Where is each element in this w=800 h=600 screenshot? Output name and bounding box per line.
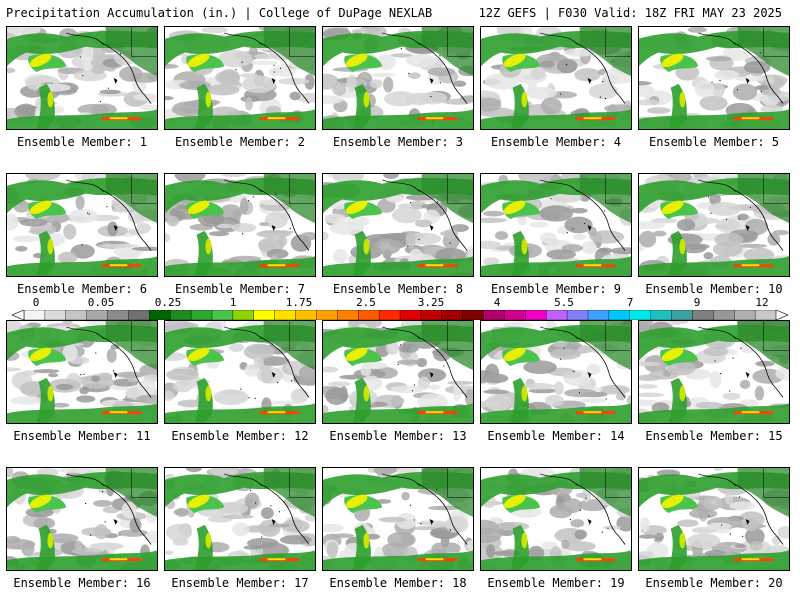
colorbar-swatch [441,310,464,320]
colorbar-swatch [211,310,234,320]
ensemble-member-label: Ensemble Member: 4 [490,135,622,149]
ensemble-member-map [6,467,158,571]
colorbar-swatch [65,310,88,320]
colorbar-swatch [754,310,777,320]
colorbar-swatch [378,310,401,320]
colorbar-swatch [128,310,150,320]
colorbar-swatch [253,310,276,320]
colorbar-tick-label: 2.5 [356,296,376,309]
colorbar-swatch [525,310,547,320]
colorbar-swatch [546,310,568,320]
ensemble-member-label: Ensemble Member: 5 [648,135,780,149]
ensemble-member-map [480,173,632,277]
colorbar-swatch [232,310,255,320]
colorbar-swatch [566,310,589,320]
ensemble-member-label: Ensemble Member: 9 [490,282,622,296]
colorbar-tick-label: 4 [493,296,501,309]
ensemble-member-label: Ensemble Member: 3 [332,135,464,149]
ensemble-member-label: Ensemble Member: 10 [645,282,783,296]
ensemble-member-map [480,320,632,424]
colorbar-swatch [337,310,359,320]
ensemble-member-label: Ensemble Member: 7 [174,282,306,296]
colorbar-swatch [23,310,46,320]
ensemble-member-map [638,173,790,277]
colorbar-swatch [107,310,129,320]
colorbar-tick-label: 3.25 [417,296,445,309]
ensemble-member-label: Ensemble Member: 6 [16,282,148,296]
colorbar-swatch [734,310,756,320]
ensemble-member-map [6,173,158,277]
ensemble-member-label: Ensemble Member: 14 [487,429,625,443]
ensemble-member-map [164,173,316,277]
colorbar-swatch [692,310,714,320]
colorbar-swatch [608,310,631,320]
colorbar-swatch [671,310,693,320]
colorbar-tick-label: 1 [229,296,237,309]
ensemble-member-label: Ensemble Member: 1 [16,135,148,149]
ensemble-member-map [480,467,632,571]
colorbar-swatch [190,310,213,320]
colorbar-swatch [713,310,735,320]
colorbar-tick-label: 7 [626,296,634,309]
ensemble-member-label: Ensemble Member: 19 [487,576,625,590]
ensemble-member-map [638,467,790,571]
colorbar-tick-label: 9 [693,296,701,309]
colorbar-swatch [274,310,297,320]
colorbar-swatch [504,310,526,320]
colorbar-swatch [295,310,317,320]
colorbar-tick-label: 1.75 [285,296,313,309]
colorbar-swatch [420,310,443,320]
ensemble-member-label: Ensemble Member: 8 [332,282,464,296]
colorbar-swatch [462,310,485,320]
ensemble-member-label: Ensemble Member: 11 [13,429,151,443]
colorbar-swatch [629,310,652,320]
colorbar-swatch [483,310,505,320]
colorbar-swatch [170,310,192,320]
ensemble-member-map [6,26,158,130]
colorbar-swatch [149,310,171,320]
ensemble-member-map [322,173,474,277]
ensemble-member-map [164,467,316,571]
colorbar-tick-label: 12 [755,296,769,309]
ensemble-member-map [638,320,790,424]
colorbar-tick-label: 0.05 [87,296,115,309]
ensemble-member-label: Ensemble Member: 16 [13,576,151,590]
ensemble-member-map [480,26,632,130]
ensemble-member-label: Ensemble Member: 20 [645,576,783,590]
ensemble-member-label: Ensemble Member: 18 [329,576,467,590]
ensemble-member-map [322,26,474,130]
ensemble-member-label: Ensemble Member: 13 [329,429,467,443]
map-title: Precipitation Accumulation (in.) | Colle… [6,6,433,20]
colorbar-swatch [316,310,338,320]
colorbar-tick-label: 5.5 [554,296,574,309]
ensemble-member-map [638,26,790,130]
colorbar-swatch [358,310,380,320]
colorbar-swatch [587,310,610,320]
ensemble-member-map [164,26,316,130]
colorbar-swatch [399,310,422,320]
ensemble-member-map [322,467,474,571]
ensemble-member-map [164,320,316,424]
ensemble-member-label: Ensemble Member: 17 [171,576,309,590]
colorbar-tick-label: 0 [32,296,40,309]
colorbar-min-arrow [12,310,25,320]
ensemble-member-map [322,320,474,424]
ensemble-member-label: Ensemble Member: 2 [174,135,306,149]
colorbar-tick-label: 0.25 [154,296,182,309]
precip-colorbar [12,310,788,320]
colorbar-swatch [44,310,67,320]
ensemble-member-label: Ensemble Member: 12 [171,429,309,443]
colorbar-swatch [86,310,109,320]
ensemble-member-map [6,320,158,424]
colorbar-swatch [650,310,673,320]
run-valid-time: 12Z GEFS | F030 Valid: 18Z FRI MAY 23 20… [478,6,782,20]
colorbar-max-arrow [775,310,788,320]
ensemble-member-label: Ensemble Member: 15 [645,429,783,443]
